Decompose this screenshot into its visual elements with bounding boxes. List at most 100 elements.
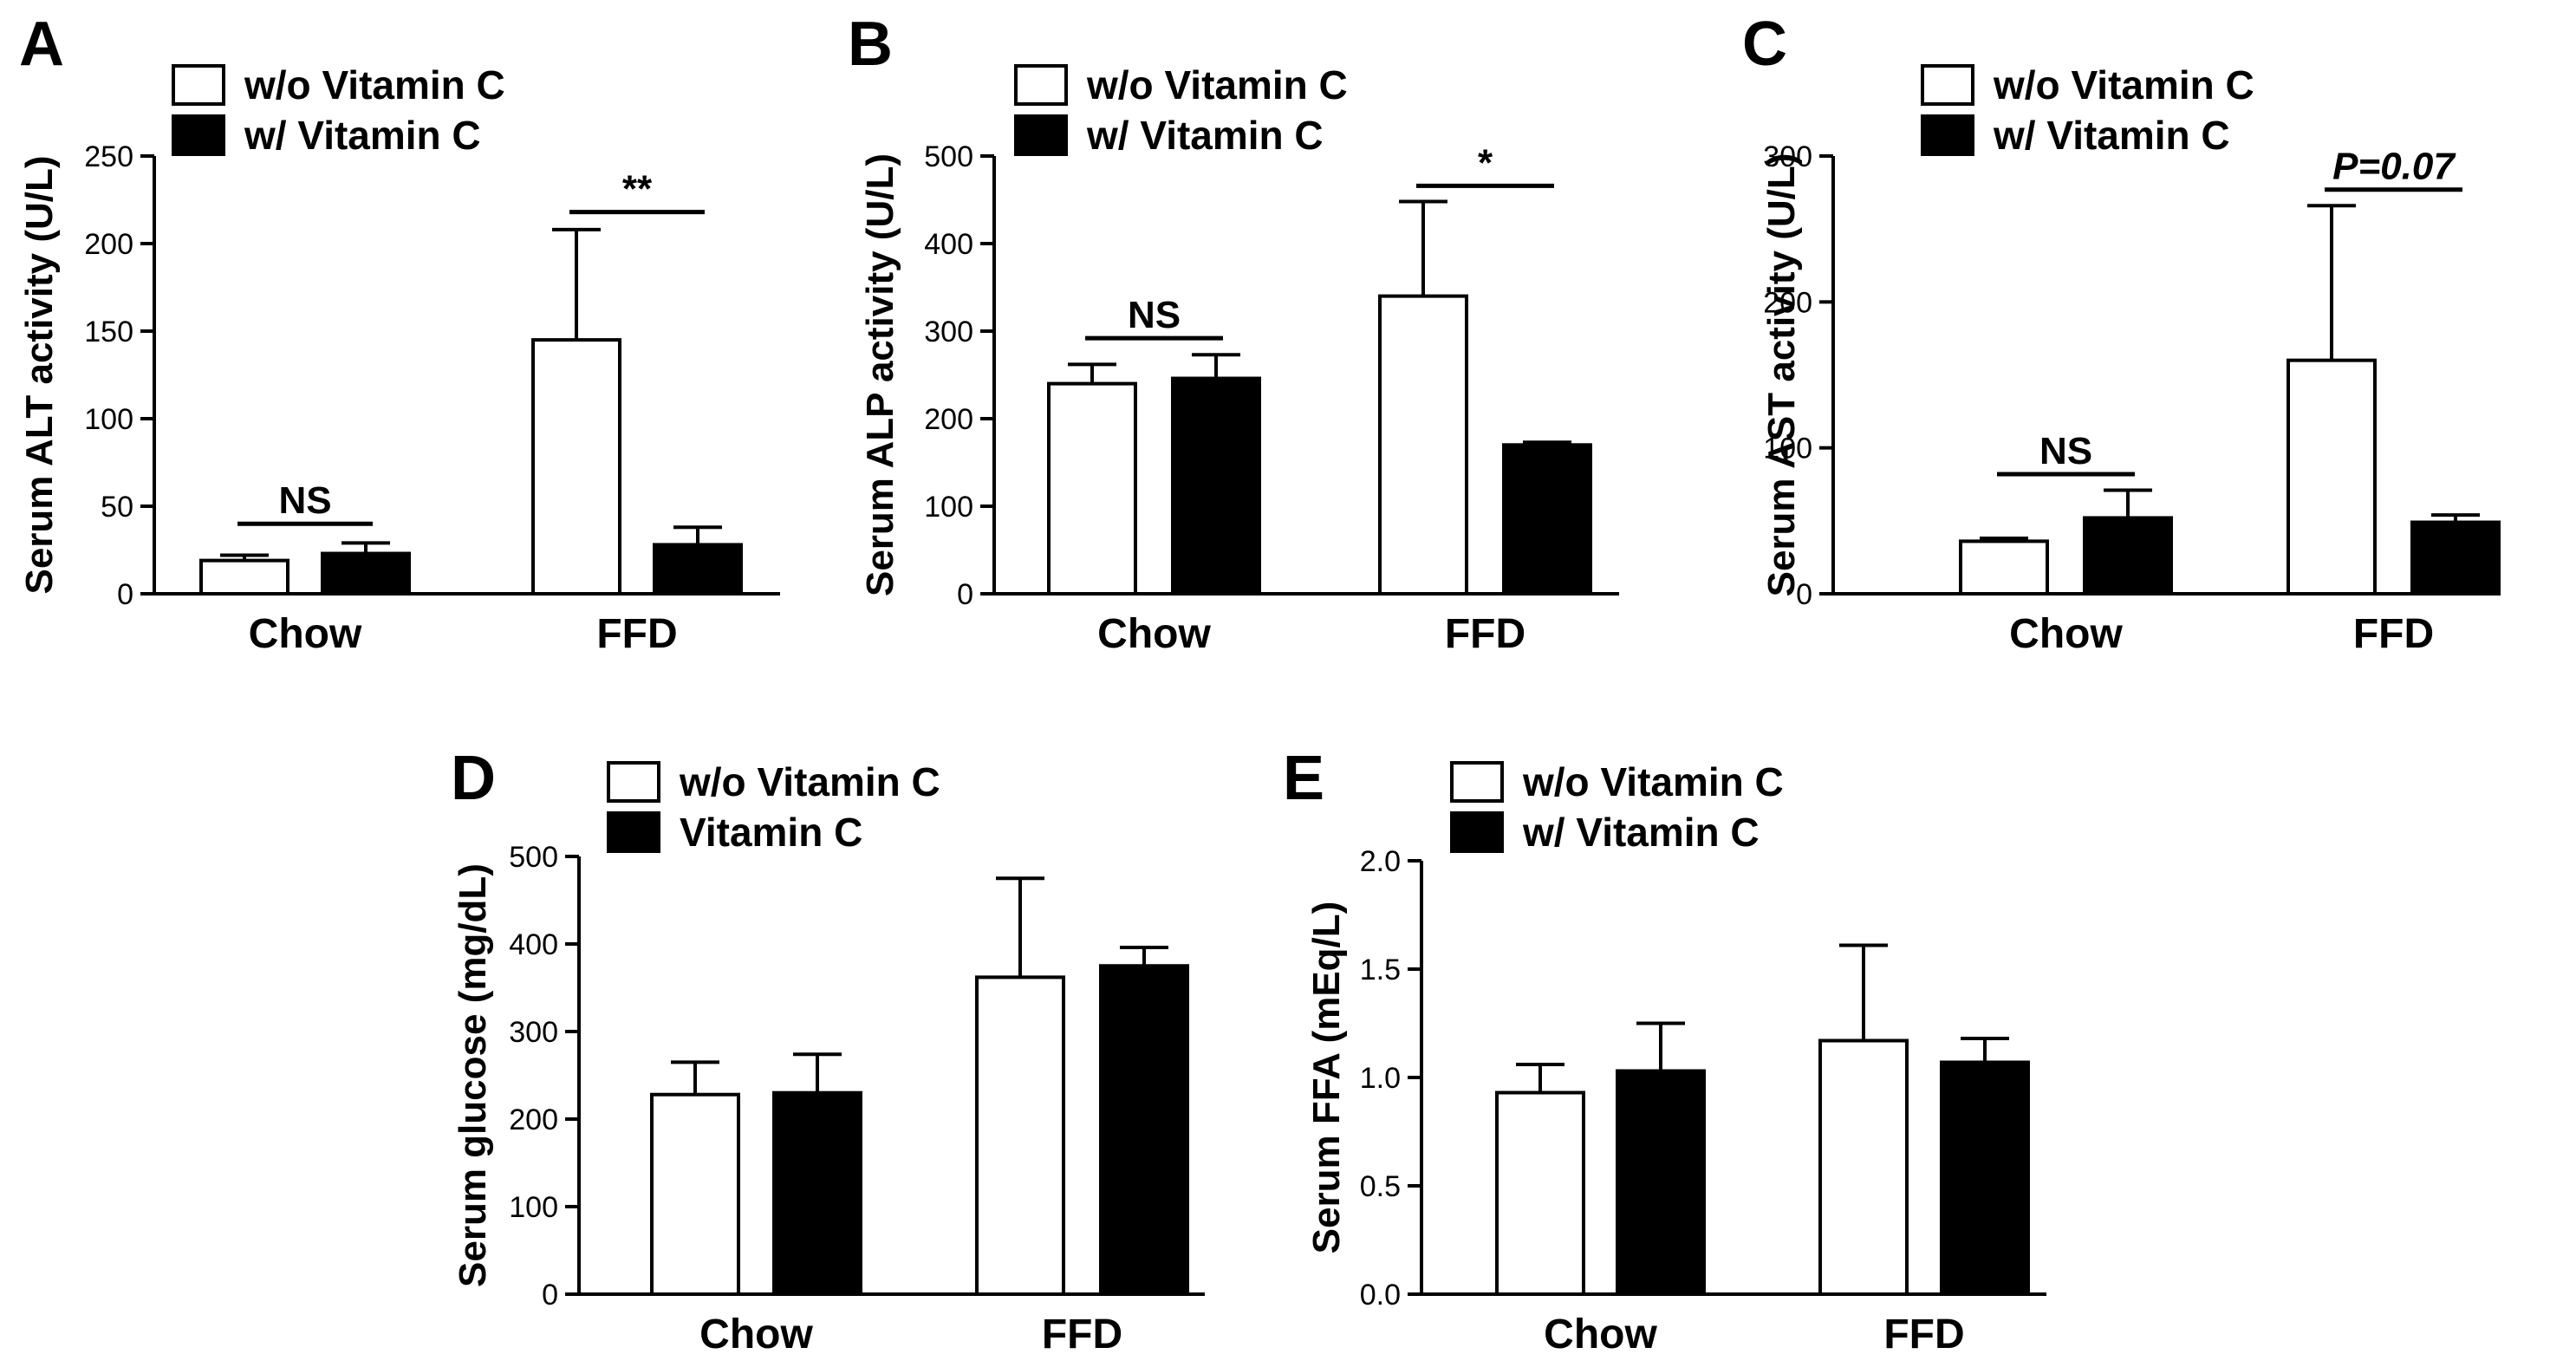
y-axis-label: Serum ALP activity (U/L) <box>859 153 901 596</box>
bar <box>2083 516 2173 596</box>
x-tick-label: Chow <box>1097 611 1211 657</box>
y-axis-label: Serum AST activity (U/L) <box>1760 153 1803 597</box>
y-tick-label: 100 <box>1763 433 1812 465</box>
bar <box>1495 1090 1585 1296</box>
legend-label: w/o Vitamin C <box>1522 759 1784 804</box>
legend-label: Vitamin C <box>680 810 862 855</box>
legend-label: w/o Vitamin C <box>1993 62 2254 107</box>
y-axis-label: Serum FFA (mEq/L) <box>1305 902 1348 1254</box>
y-tick-label: 2.0 <box>1360 845 1401 878</box>
legend-swatch <box>172 64 225 106</box>
legend-label: w/ Vitamin C <box>1086 113 1324 158</box>
y-tick-label: 0 <box>542 1279 558 1312</box>
significance-label: NS <box>278 479 331 522</box>
legend-label: w/ Vitamin C <box>244 113 481 158</box>
legend-label: w/ Vitamin C <box>1993 113 2230 158</box>
panel-letter: A <box>19 10 64 79</box>
y-tick-label: 200 <box>1763 286 1812 319</box>
y-tick-label: 50 <box>101 491 133 524</box>
x-tick-label: Chow <box>1544 1312 1657 1357</box>
y-tick-label: 100 <box>84 403 133 436</box>
y-tick-label: 400 <box>924 228 973 261</box>
panel-letter: D <box>451 744 496 813</box>
x-tick-label: FFD <box>1445 611 1525 657</box>
x-tick-label: FFD <box>1042 1312 1122 1357</box>
bar <box>1378 294 1468 596</box>
y-axis-label: Serum ALT activity (U/L) <box>18 155 61 594</box>
bar <box>1959 539 2049 596</box>
panel-c: Cw/o Vitamin C w/ Vitamin C 0 100 200 300Seru… <box>1742 10 2501 657</box>
y-tick-label: 1.5 <box>1360 954 1401 986</box>
y-tick-label: 0 <box>117 578 133 611</box>
panel-a: Aw/o Vitamin C w/ Vitamin C 0 50 100 150 200 25… <box>18 10 780 657</box>
legend-swatch <box>1014 64 1068 106</box>
legend-label: w/o Vitamin C <box>244 62 505 107</box>
bar <box>772 1090 862 1296</box>
legend-swatch <box>1014 114 1068 156</box>
legend-label: w/o Vitamin C <box>1086 62 1348 107</box>
panel-letter: C <box>1742 10 1787 79</box>
x-tick-label: FFD <box>596 611 677 657</box>
bar <box>321 551 411 596</box>
bar <box>1616 1069 1706 1296</box>
panel-letter: B <box>848 10 893 79</box>
y-tick-label: 400 <box>509 928 558 961</box>
y-tick-label: 250 <box>84 140 133 173</box>
bar <box>1940 1060 2030 1296</box>
y-tick-label: 0 <box>957 578 973 611</box>
significance-label: NS <box>2039 430 2092 472</box>
bar <box>1502 443 1592 596</box>
legend-swatch <box>1450 811 1504 853</box>
y-tick-label: 300 <box>924 316 973 348</box>
y-tick-label: 1.0 <box>1360 1062 1401 1095</box>
significance-label: NS <box>1128 294 1181 336</box>
y-tick-label: 300 <box>1763 140 1812 173</box>
y-tick-label: 200 <box>509 1103 558 1136</box>
bar <box>650 1092 740 1296</box>
y-tick-label: 300 <box>509 1016 558 1049</box>
y-tick-label: 0.0 <box>1360 1279 1401 1312</box>
y-tick-label: 100 <box>509 1191 558 1224</box>
x-tick-label: Chow <box>2009 611 2123 657</box>
y-tick-label: 200 <box>924 403 973 436</box>
bar <box>1171 376 1261 596</box>
x-tick-label: FFD <box>2353 611 2434 657</box>
legend-swatch <box>607 811 660 853</box>
bar <box>2410 520 2501 596</box>
y-tick-label: 0.5 <box>1360 1170 1401 1203</box>
y-axis-label: Serum glucose (mg/dL) <box>452 863 494 1287</box>
significance-label: P=0.07 <box>2332 146 2456 188</box>
y-tick-label: 500 <box>924 140 973 173</box>
bar <box>199 558 289 596</box>
significance-label: ** <box>622 168 653 211</box>
y-tick-label: 500 <box>509 841 558 874</box>
bar <box>1818 1038 1909 1296</box>
y-tick-label: 200 <box>84 228 133 261</box>
y-tick-label: 150 <box>84 316 133 348</box>
y-tick-label: 100 <box>924 491 973 524</box>
panel-letter: E <box>1283 744 1324 813</box>
panel-b: Bw/o Vitamin C w/ Vitamin C 0 100 200 300 400 5… <box>848 10 1619 657</box>
bar <box>975 975 1065 1296</box>
legend-swatch <box>1921 114 1974 156</box>
legend-swatch <box>607 761 660 803</box>
bar <box>2287 358 2377 596</box>
x-tick-label: Chow <box>249 611 362 657</box>
legend-label: w/o Vitamin C <box>679 759 940 804</box>
legend-swatch <box>1450 761 1504 803</box>
legend-swatch <box>172 114 225 156</box>
bar <box>1099 964 1189 1296</box>
y-tick-label: 0 <box>1796 578 1812 611</box>
bar <box>1047 381 1137 596</box>
bar <box>653 543 743 596</box>
significance-label: * <box>1478 141 1493 184</box>
bar <box>531 338 621 596</box>
legend-swatch <box>1921 64 1974 106</box>
x-tick-label: Chow <box>699 1312 813 1357</box>
x-tick-label: FFD <box>1883 1312 1964 1357</box>
legend-label: w/ Vitamin C <box>1522 810 1760 855</box>
